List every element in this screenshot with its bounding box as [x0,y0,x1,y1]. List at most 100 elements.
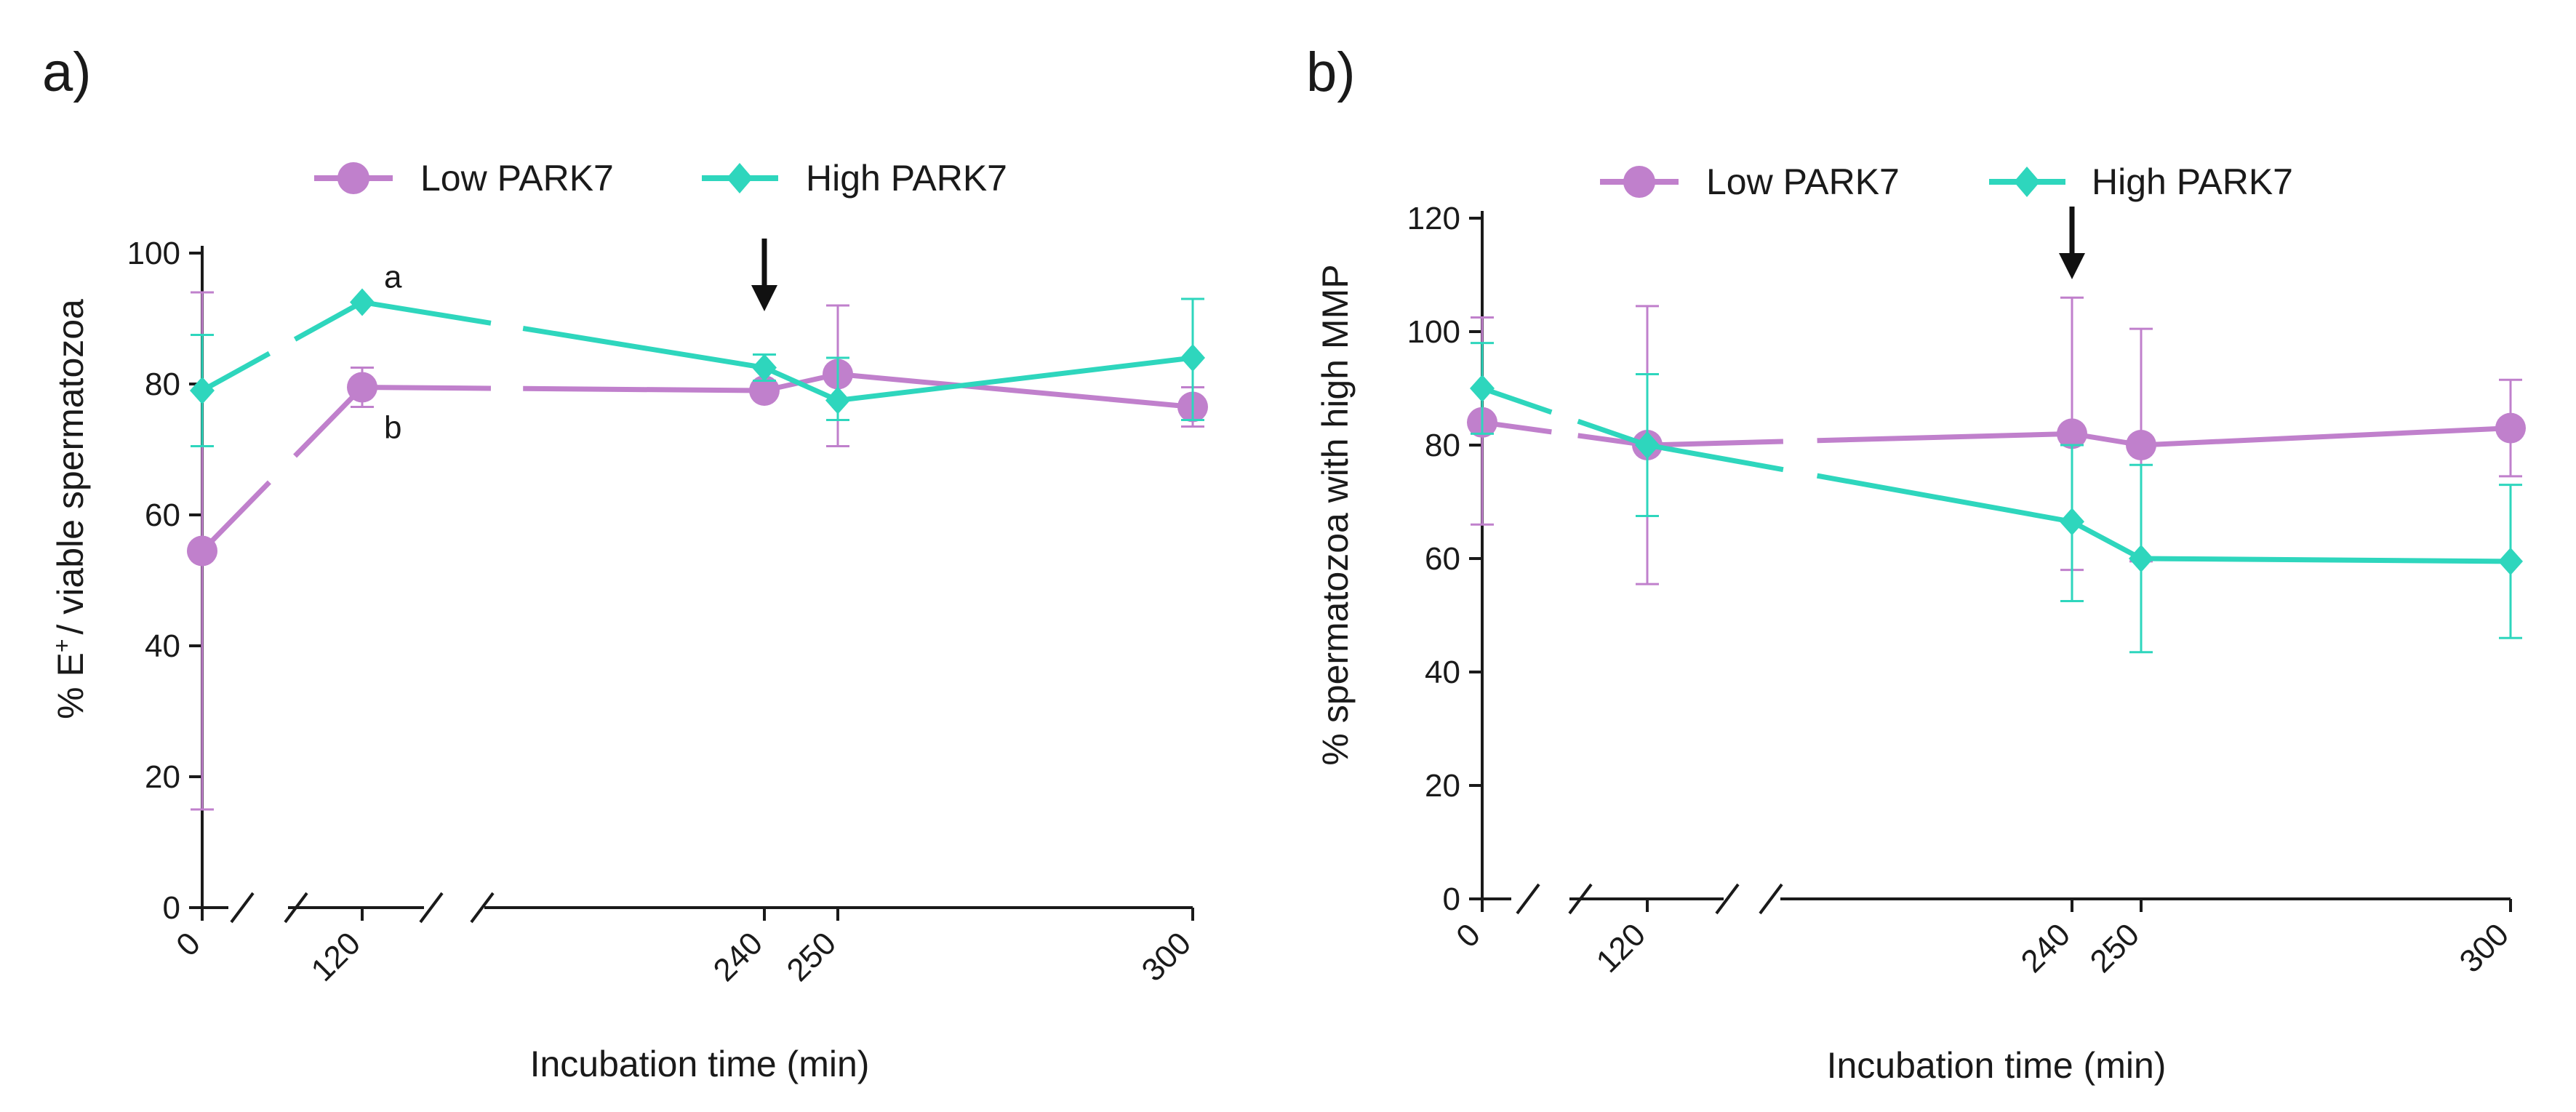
low-park7-line-segment [361,385,765,393]
low-park7-line [523,385,765,393]
axis-break [1516,883,1540,915]
high-park7-line-segment [1481,385,1649,448]
legend-low-label: Low PARK7 [420,158,614,199]
x-tick-label: 300 [2453,916,2516,980]
panel-a-y-axis-title: % E+/ viable spermatozoa [49,299,91,719]
high-park7-line-segment [2140,556,2511,564]
y-tick-label: 60 [145,497,180,533]
panel-b: b) Low PARK7 High PARK7 % spermatozoa wi… [1306,41,2526,1086]
high-park7-point [1470,375,1495,402]
high-park7-line [2071,519,2143,561]
legend-low-marker [1623,166,1655,198]
axis-break [1715,883,1740,915]
panel-a-legend: Low PARK7 High PARK7 [314,158,1007,199]
high-park7-line [293,300,364,342]
low-park7-line [1647,439,1783,448]
low-park7-line-segment [837,372,1193,409]
y-tick-label: 100 [127,236,180,271]
legend-low-marker [337,162,369,194]
panel-a-y-ticks: 0 20 40 60 80 100 [127,236,202,926]
low-park7-line [837,372,1193,409]
y-tick-label: 0 [1443,881,1460,917]
y-tick-label: 120 [1407,201,1460,236]
axis-break [230,892,255,924]
high-park7-line-segment [1647,442,2073,524]
x-tick-label: 300 [1135,925,1199,988]
panel-b-x-axis [1482,883,2511,915]
high-park7-line [522,326,765,370]
legend-high-label: High PARK7 [806,158,1007,199]
y-tick-label: 0 [163,890,180,926]
legend-high-label: High PARK7 [2092,161,2293,202]
high-park7-point [350,288,375,316]
panel-b-legend: Low PARK7 High PARK7 [1600,161,2293,202]
high-park7-point [752,353,777,382]
x-tick-label: 120 [305,925,368,988]
significance-letter: b [384,410,401,446]
high-park7-line [1816,473,2073,524]
axis-break [1759,883,1783,915]
high-park7-point [825,386,850,415]
high-park7-point [1635,431,1660,459]
high-park7-line [1647,442,1784,473]
y-tick-label: 80 [1425,428,1460,463]
low-park7-line-segment [1481,420,1648,448]
x-tick-label: 250 [780,925,844,988]
significance-letter: a [384,260,402,295]
low-park7-point [749,375,780,406]
high-park7-line [837,355,1193,403]
y-tick-label: 40 [145,628,180,664]
y-tick-label: 20 [1425,768,1460,804]
high-park7-line-segment [837,355,1193,403]
panel-a-label: a) [42,41,92,103]
high-park7-line [201,351,271,393]
y-tick-label: 60 [1425,541,1460,577]
x-tick-label: 0 [169,925,207,963]
y-tick-label: 20 [145,759,180,795]
low-park7-point [2126,430,2156,460]
high-park7-point [1180,344,1205,372]
x-tick-label: 240 [707,925,770,988]
panel-b-arrow [2059,207,2085,279]
low-park7-line [2140,425,2511,448]
axis-break [284,892,308,924]
high-park7-line [2140,556,2511,564]
panel-b-x-axis-title: Incubation time (min) [1827,1045,2167,1086]
y-tick-label: 40 [1425,655,1460,690]
low-park7-point [187,535,217,567]
high-park7-point [2498,547,2523,575]
panel-b-x-ticks: 0 120 240 250 300 [1449,899,2516,980]
low-park7-line-segment [200,385,364,553]
axis-break [470,892,495,924]
low-park7-line [1817,431,2073,444]
low-park7-point [2057,418,2087,449]
low-park7-point [347,372,377,403]
panel-a-plot: ab [187,260,1208,811]
high-park7-point [2129,545,2153,572]
high-park7-point [2060,508,2084,536]
x-tick-label: 250 [2084,916,2147,980]
high-park7-line-segment [2071,519,2143,561]
high-park7-line [1577,418,1649,448]
high-park7-line-segment [361,300,765,370]
y-tick-label: 100 [1407,314,1460,350]
low-park7-line [293,385,364,458]
high-park7-line [361,300,492,326]
panel-a-x-axis-title: Incubation time (min) [530,1044,870,1084]
y-tick-label: 80 [145,367,180,402]
high-park7-line-segment [763,365,839,403]
high-park7-line [763,365,839,403]
panel-a-x-ticks: 0 120 240 250 300 [169,908,1198,988]
high-park7-line-segment [201,300,364,393]
x-tick-label: 0 [1449,916,1487,954]
panel-a-arrow [751,239,777,311]
panel-a: a) Low PARK7 High PARK7 % E+/ viable spe… [42,41,1208,1084]
low-park7-line-segment [1647,431,2073,448]
axis-break [419,892,444,924]
panel-b-y-axis-title: % spermatozoa with high MMP [1315,264,1356,765]
x-tick-label: 120 [1590,916,1653,980]
high-park7-line [1481,385,1553,415]
low-park7-line [200,480,271,553]
low-park7-point [2495,412,2526,444]
